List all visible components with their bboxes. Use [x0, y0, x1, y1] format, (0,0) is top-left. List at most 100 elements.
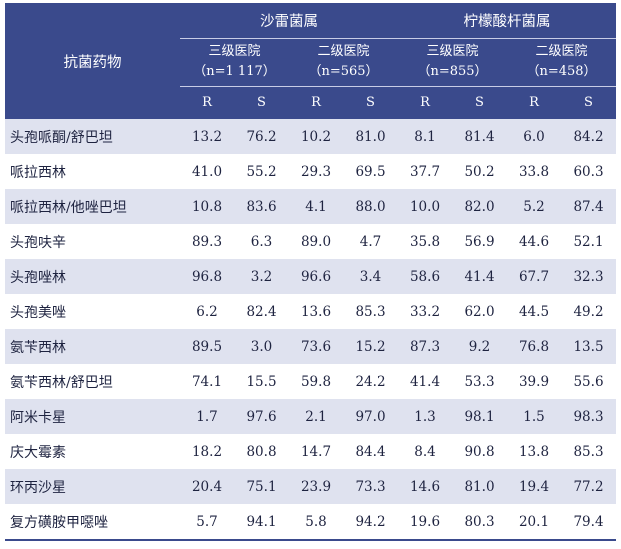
- susceptibility-rate-cell: 60.3: [561, 154, 616, 189]
- resistance-rate-cell: 58.6: [398, 259, 452, 294]
- susceptibility-rate-cell: 41.4: [452, 259, 507, 294]
- r-column-header: R: [180, 86, 234, 119]
- susceptibility-rate-cell: 84.4: [343, 434, 398, 469]
- table-header: 抗菌药物 沙雷菌属 柠檬酸杆菌属 三级医院 （n=1 117） 二级医院 （n=…: [5, 3, 616, 119]
- table-row: 氨苄西林/舒巴坦 74.1 15.5 59.8 24.2 41.4 53.3 39.9 55.6: [5, 364, 616, 399]
- resistance-rate-cell: 10.8: [180, 189, 234, 224]
- susceptibility-rate-cell: 94.2: [343, 504, 398, 541]
- hospital-level-label: 二级医院: [535, 44, 588, 59]
- resistance-rate-cell: 8.1: [398, 119, 452, 154]
- drug-name-cell: 氨苄西林: [5, 329, 180, 364]
- resistance-rate-cell: 73.6: [289, 329, 343, 364]
- susceptibility-rate-cell: 50.2: [452, 154, 507, 189]
- resistance-rate-cell: 1.3: [398, 399, 452, 434]
- resistance-rate-cell: 96.8: [180, 259, 234, 294]
- resistance-rate-cell: 5.7: [180, 504, 234, 541]
- susceptibility-rate-cell: 3.2: [234, 259, 289, 294]
- hospital-level-label: 三级医院: [426, 44, 479, 59]
- table-row: 哌拉西林 41.0 55.2 29.3 69.5 37.7 50.2 33.8 60.3: [5, 154, 616, 189]
- susceptibility-rate-cell: 69.5: [343, 154, 398, 189]
- resistance-rate-cell: 14.7: [289, 434, 343, 469]
- table-row: 复方磺胺甲噁唑 5.7 94.1 5.8 94.2 19.6 80.3 20.1 79.4: [5, 504, 616, 541]
- resistance-rate-cell: 20.1: [507, 504, 561, 541]
- resistance-rate-cell: 13.8: [507, 434, 561, 469]
- resistance-rate-cell: 23.9: [289, 469, 343, 504]
- table-body: 头孢哌酮/舒巴坦 13.2 76.2 10.2 81.0 8.1 81.4 6.0 84.2 哌拉…: [5, 119, 616, 541]
- r-column-header: R: [398, 86, 452, 119]
- susceptibility-rate-cell: 80.8: [234, 434, 289, 469]
- susceptibility-rate-cell: 4.7: [343, 224, 398, 259]
- drug-name-cell: 头孢呋辛: [5, 224, 180, 259]
- drug-name-cell: 头孢唑林: [5, 259, 180, 294]
- drug-name-cell: 头孢哌酮/舒巴坦: [5, 119, 180, 154]
- s-column-header: S: [343, 86, 398, 119]
- resistance-rate-cell: 6.2: [180, 294, 234, 329]
- table-row: 头孢美唑 6.2 82.4 13.6 85.3 33.2 62.0 44.5 49.2: [5, 294, 616, 329]
- susceptibility-rate-cell: 73.3: [343, 469, 398, 504]
- s-column-header: S: [561, 86, 616, 119]
- susceptibility-rate-cell: 52.1: [561, 224, 616, 259]
- resistance-rate-cell: 14.6: [398, 469, 452, 504]
- s-column-header: S: [452, 86, 507, 119]
- resistance-rate-cell: 8.4: [398, 434, 452, 469]
- susceptibility-rate-cell: 83.6: [234, 189, 289, 224]
- table-row: 环丙沙星 20.4 75.1 23.9 73.3 14.6 81.0 19.4 77.2: [5, 469, 616, 504]
- susceptibility-rate-cell: 79.4: [561, 504, 616, 541]
- susceptibility-rate-cell: 15.5: [234, 364, 289, 399]
- r-column-header: R: [507, 86, 561, 119]
- resistance-rate-cell: 89.5: [180, 329, 234, 364]
- susceptibility-rate-cell: 24.2: [343, 364, 398, 399]
- resistance-rate-cell: 44.6: [507, 224, 561, 259]
- susceptibility-rate-cell: 55.2: [234, 154, 289, 189]
- susceptibility-rate-cell: 76.2: [234, 119, 289, 154]
- susceptibility-rate-cell: 84.2: [561, 119, 616, 154]
- susceptibility-rate-cell: 77.2: [561, 469, 616, 504]
- resistance-rate-cell: 1.5: [507, 399, 561, 434]
- susceptibility-rate-cell: 75.1: [234, 469, 289, 504]
- resistance-rate-cell: 96.6: [289, 259, 343, 294]
- susceptibility-rate-cell: 81.0: [452, 469, 507, 504]
- susceptibility-rate-cell: 82.0: [452, 189, 507, 224]
- hospital-count-label: （n=1 117）: [193, 64, 276, 79]
- drug-name-cell: 环丙沙星: [5, 469, 180, 504]
- hospital-header: 二级医院 （n=458）: [507, 38, 616, 87]
- susceptibility-rate-cell: 55.6: [561, 364, 616, 399]
- resistance-rate-cell: 18.2: [180, 434, 234, 469]
- susceptibility-rate-cell: 32.3: [561, 259, 616, 294]
- susceptibility-rate-cell: 80.3: [452, 504, 507, 541]
- susceptibility-rate-cell: 3.0: [234, 329, 289, 364]
- resistance-rate-cell: 89.0: [289, 224, 343, 259]
- table-row: 庆大霉素 18.2 80.8 14.7 84.4 8.4 90.8 13.8 85.3: [5, 434, 616, 469]
- drug-name-cell: 哌拉西林: [5, 154, 180, 189]
- drug-name-cell: 氨苄西林/舒巴坦: [5, 364, 180, 399]
- resistance-rate-cell: 33.8: [507, 154, 561, 189]
- table-row: 头孢哌酮/舒巴坦 13.2 76.2 10.2 81.0 8.1 81.4 6.0 84.2: [5, 119, 616, 154]
- susceptibility-rate-cell: 85.3: [561, 434, 616, 469]
- susceptibility-rate-cell: 81.0: [343, 119, 398, 154]
- susceptibility-rate-cell: 49.2: [561, 294, 616, 329]
- resistance-rate-cell: 87.3: [398, 329, 452, 364]
- resistance-rate-cell: 44.5: [507, 294, 561, 329]
- resistance-rate-cell: 10.2: [289, 119, 343, 154]
- hospital-count-label: （n=458）: [526, 64, 597, 79]
- resistance-rate-cell: 10.0: [398, 189, 452, 224]
- resistance-rate-cell: 74.1: [180, 364, 234, 399]
- susceptibility-rate-cell: 81.4: [452, 119, 507, 154]
- resistance-rate-cell: 6.0: [507, 119, 561, 154]
- resistance-rate-cell: 5.2: [507, 189, 561, 224]
- susceptibility-rate-cell: 3.4: [343, 259, 398, 294]
- susceptibility-rate-cell: 88.0: [343, 189, 398, 224]
- resistance-rate-cell: 13.6: [289, 294, 343, 329]
- resistance-rate-cell: 5.8: [289, 504, 343, 541]
- resistance-rate-cell: 39.9: [507, 364, 561, 399]
- susceptibility-rate-cell: 97.0: [343, 399, 398, 434]
- drug-column-header: 抗菌药物: [5, 3, 180, 119]
- susceptibility-rate-cell: 15.2: [343, 329, 398, 364]
- resistance-rate-cell: 41.0: [180, 154, 234, 189]
- susceptibility-rate-cell: 97.6: [234, 399, 289, 434]
- resistance-rate-cell: 19.4: [507, 469, 561, 504]
- susceptibility-rate-cell: 56.9: [452, 224, 507, 259]
- susceptibility-rate-cell: 85.3: [343, 294, 398, 329]
- table-row: 头孢唑林 96.8 3.2 96.6 3.4 58.6 41.4 67.7 32.3: [5, 259, 616, 294]
- group-header-serratia: 沙雷菌属: [180, 3, 398, 39]
